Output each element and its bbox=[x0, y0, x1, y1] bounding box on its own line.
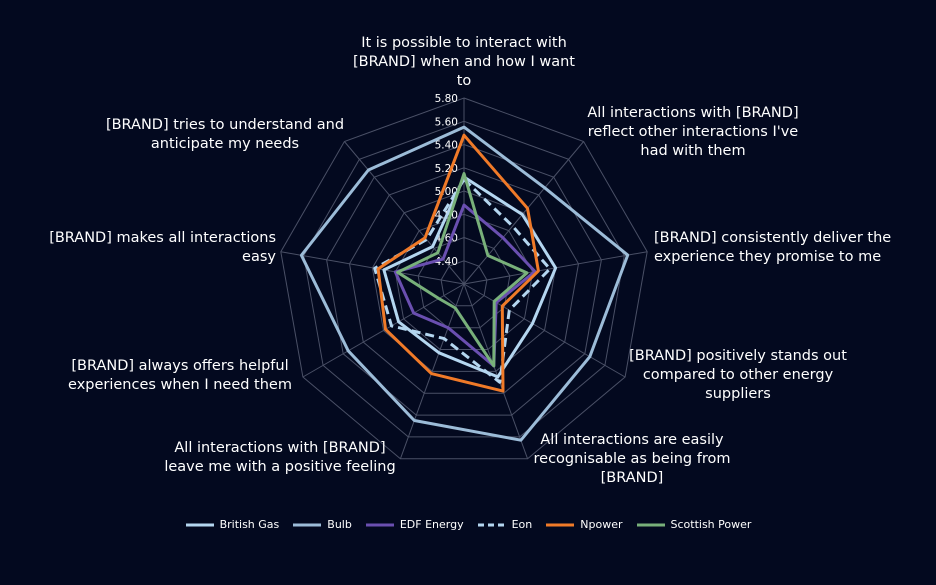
legend-item: Bulb bbox=[292, 518, 352, 531]
axis-label: [BRAND] tries to understand and anticipat… bbox=[106, 116, 344, 154]
grid-ring bbox=[303, 120, 625, 438]
legend-item: Scottish Power bbox=[636, 518, 752, 531]
legend-label: British Gas bbox=[219, 518, 280, 531]
axis-label: It is possible to interact with [BRAND] w… bbox=[353, 34, 575, 91]
radar-series bbox=[299, 125, 630, 442]
axis-label-line: experience they promise to me bbox=[654, 249, 882, 265]
axis-label-line: easy bbox=[242, 249, 276, 265]
axis-label: [BRAND] makes all interactions easy bbox=[49, 229, 276, 267]
legend-label: Eon bbox=[511, 518, 533, 531]
grid-spoke bbox=[399, 283, 465, 459]
series-scottish-power bbox=[396, 172, 529, 368]
axis-label-line: to bbox=[456, 73, 472, 89]
axis-label-line: reflect other interactions I've bbox=[587, 124, 799, 140]
axis-label-line: [BRAND] makes all interactions bbox=[49, 230, 276, 246]
series-british-gas bbox=[382, 175, 558, 379]
axis-label: All interactions with [BRAND] reflect oth… bbox=[587, 104, 798, 161]
axis-label-line: had with them bbox=[640, 143, 746, 159]
legend-swatch bbox=[636, 523, 665, 526]
axis-label: [BRAND] always offers helpful experiences… bbox=[68, 357, 292, 395]
radar-grid bbox=[280, 97, 648, 460]
grid-spoke bbox=[302, 283, 465, 378]
series-npower bbox=[376, 133, 540, 393]
axis-label: [BRAND] consistently deliver the experien… bbox=[654, 229, 891, 267]
series-edf-energy bbox=[393, 203, 537, 368]
grid-ring bbox=[440, 260, 488, 307]
legend-label: Scottish Power bbox=[670, 518, 752, 531]
tick-label: 5.40 bbox=[435, 140, 458, 152]
grid-spoke bbox=[463, 283, 529, 459]
axis-label-line: [BRAND] when and how I want bbox=[353, 54, 575, 70]
legend-swatch bbox=[477, 523, 506, 526]
grid-spoke bbox=[344, 141, 465, 285]
tick-label: 5.60 bbox=[435, 116, 458, 128]
axis-label-line: experiences when I need them bbox=[68, 377, 292, 393]
axis-label-line: All interactions are easily bbox=[540, 432, 724, 448]
axis-label-line: [BRAND] tries to understand and bbox=[105, 117, 345, 133]
grid-ring bbox=[280, 97, 648, 460]
legend: British Gas Bulb EDF Energy Eon Npower Scotti… bbox=[0, 518, 936, 531]
axis-label: All interactions are easily recognisable … bbox=[534, 431, 731, 488]
grid-ring bbox=[326, 143, 602, 416]
grid-spoke bbox=[463, 283, 626, 378]
axis-label: All interactions with [BRAND] leave me wi… bbox=[164, 439, 395, 477]
axis-label: [BRAND] positively stands out compared to… bbox=[629, 347, 847, 404]
axis-label-line: compared to other energy bbox=[642, 367, 834, 383]
legend-swatch bbox=[293, 523, 322, 526]
axis-label-line: leave me with a positive feeling bbox=[164, 459, 396, 475]
axis-label-line: suppliers bbox=[705, 386, 771, 402]
legend-item: British Gas bbox=[185, 518, 280, 531]
tick-label: 5.80 bbox=[435, 93, 458, 105]
axis-label-line: [BRAND] positively stands out bbox=[629, 348, 847, 364]
legend-swatch bbox=[546, 523, 575, 526]
axis-label-line: All interactions with [BRAND] bbox=[587, 105, 799, 121]
grid-ring bbox=[348, 167, 580, 394]
axis-label-line: [BRAND] always offers helpful bbox=[71, 358, 289, 374]
axis-label-line: All interactions with [BRAND] bbox=[174, 440, 386, 456]
axis-label-line: [BRAND] consistently deliver the bbox=[654, 230, 892, 246]
series-bulb bbox=[299, 125, 630, 442]
legend-label: Npower bbox=[580, 518, 623, 531]
axis-label-line: [BRAND] bbox=[600, 470, 664, 486]
legend-item: Eon bbox=[477, 518, 533, 531]
grid-spoke bbox=[280, 251, 465, 285]
legend-label: EDF Energy bbox=[399, 518, 464, 531]
legend-item: Npower bbox=[545, 518, 623, 531]
legend-swatch bbox=[185, 523, 214, 526]
tick-label: 5.20 bbox=[435, 163, 458, 175]
grid-spoke bbox=[463, 141, 584, 285]
legend-label: Bulb bbox=[327, 518, 352, 531]
legend-item: EDF Energy bbox=[365, 518, 464, 531]
axis-label-line: anticipate my needs bbox=[150, 136, 300, 152]
axis-label-line: It is possible to interact with bbox=[361, 35, 567, 51]
legend-swatch bbox=[365, 523, 394, 526]
axis-label-line: recognisable as being from bbox=[533, 451, 731, 467]
